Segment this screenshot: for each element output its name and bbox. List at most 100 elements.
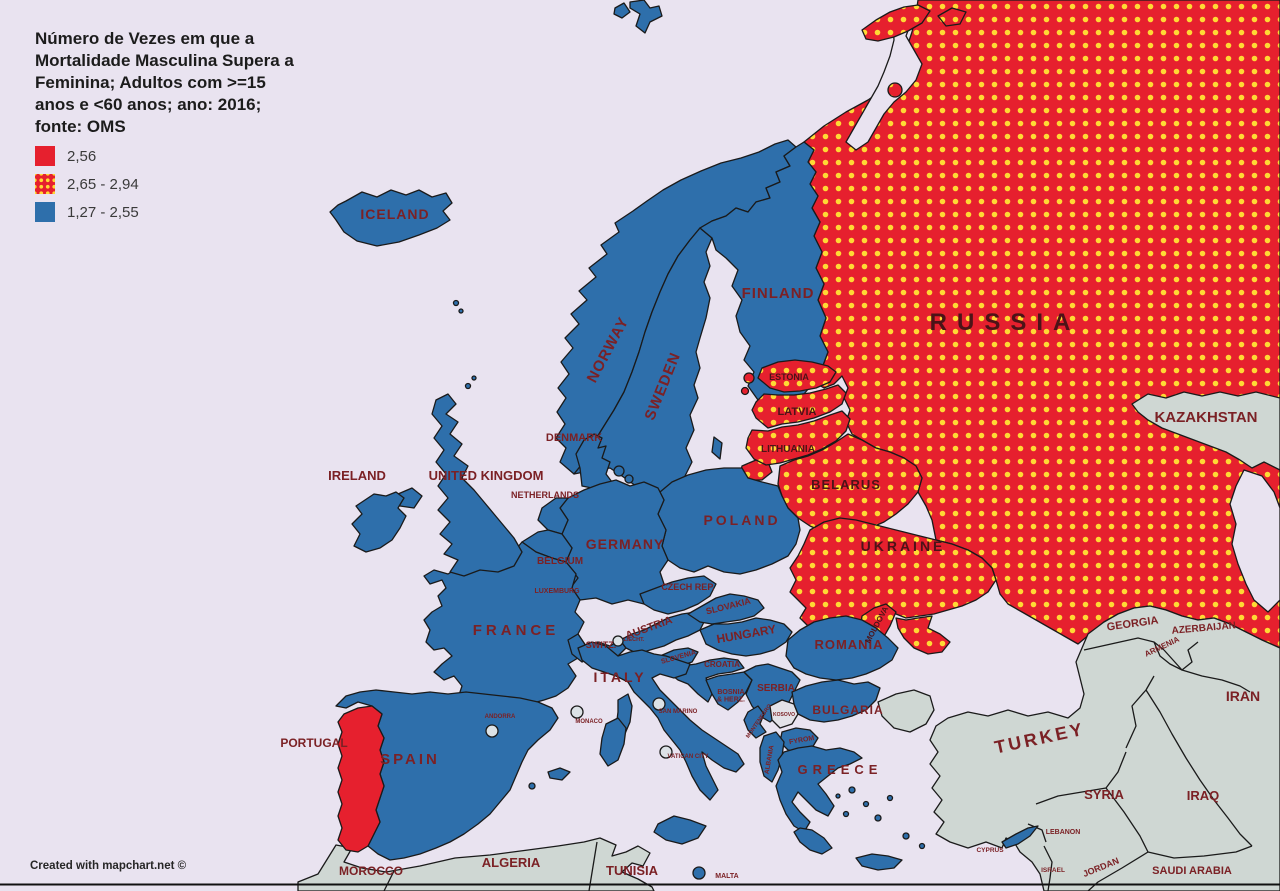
country-belarus[interactable] xyxy=(777,433,923,535)
country-greece[interactable] xyxy=(775,745,863,833)
border-georgia xyxy=(1083,637,1165,651)
label-bulgaria: BULGARIA xyxy=(812,703,883,717)
legend-swatch-solid-red xyxy=(35,146,55,166)
map-title: Número de Vezes em que a Mortalidade Mas… xyxy=(35,29,294,136)
country-kosovo[interactable] xyxy=(769,699,799,729)
svalbard-island-2[interactable] xyxy=(613,2,631,19)
border-morocco-algeria xyxy=(383,870,395,891)
country-vatican-city[interactable] xyxy=(659,745,673,759)
label-poland: POLAND xyxy=(703,512,780,528)
border-syria-iraq xyxy=(1105,787,1149,853)
peloponnese[interactable] xyxy=(793,827,833,855)
legend-swatch-solid-blue xyxy=(35,202,55,222)
country-latvia[interactable] xyxy=(751,384,847,429)
novaya-zemlya-island-2[interactable] xyxy=(937,7,967,27)
border-turkey-syria xyxy=(1035,751,1127,805)
estonia-island[interactable] xyxy=(743,372,755,384)
label-vatican-city: VATICAN CITY xyxy=(667,754,708,760)
sardinia-island[interactable] xyxy=(599,717,627,767)
border-algeria-tunisia xyxy=(588,841,598,891)
country-lithuania[interactable] xyxy=(745,410,851,466)
shetland-islands xyxy=(464,382,472,390)
label-lithuania: LITHUANIA xyxy=(761,444,815,455)
label-kazakhstan: KAZAKHSTAN xyxy=(1154,409,1257,426)
svalbard-island[interactable] xyxy=(629,0,663,34)
denmark-island[interactable] xyxy=(613,465,625,477)
legend-label: 1,27 - 2,55 xyxy=(67,203,139,221)
label-san-marino: SAN MARINO xyxy=(659,709,698,715)
border-jordan-saudi xyxy=(1087,851,1149,891)
estonia-island-2[interactable] xyxy=(740,386,750,396)
faroe-islands[interactable] xyxy=(452,299,460,307)
country-liechtenstein[interactable] xyxy=(612,635,624,647)
region-anatolia-mideast[interactable] xyxy=(929,605,1280,891)
label-iran: IRAN xyxy=(1226,688,1260,704)
balearic-islands[interactable] xyxy=(547,767,571,781)
country-estonia[interactable] xyxy=(757,359,837,393)
country-albania[interactable] xyxy=(759,731,785,783)
faroe-islands-2[interactable] xyxy=(458,308,464,314)
legend-swatch-dotted-red xyxy=(35,174,55,194)
legend-item: 1,27 - 2,55 xyxy=(35,202,139,222)
country-andorra[interactable] xyxy=(485,724,499,738)
balearic-island-2 xyxy=(528,782,536,790)
label-morocco: MOROCCO xyxy=(339,864,403,878)
crete-island[interactable] xyxy=(855,853,903,871)
novaya-zemlya-island[interactable] xyxy=(861,4,931,42)
kolguyev-island[interactable] xyxy=(887,82,903,98)
legend-label: 2,65 - 2,94 xyxy=(67,175,139,193)
gotland-island[interactable] xyxy=(711,436,723,460)
country-ireland[interactable] xyxy=(351,491,407,553)
label-united-kingdom: UNITED KINGDOM xyxy=(429,468,544,483)
country-iceland[interactable] xyxy=(329,189,453,247)
label-iceland: ICELAND xyxy=(360,206,429,222)
label-belgium: BELGIUM xyxy=(537,556,583,567)
credit-text: Created with mapchart.net © xyxy=(30,860,187,872)
aegean-island xyxy=(835,793,841,799)
country-cyprus[interactable] xyxy=(1001,825,1039,849)
country-slovakia[interactable] xyxy=(687,593,765,625)
label-bosnia-herz-: BOSNIA & HERZ. xyxy=(717,689,745,704)
legend-item: 2,56 xyxy=(35,146,139,166)
country-turkey-thrace[interactable] xyxy=(877,689,935,733)
sicily-island[interactable] xyxy=(653,815,707,845)
border-iran-iraq xyxy=(1145,689,1253,847)
label-fyrom: FYROM xyxy=(789,735,815,746)
label-serbia: SERBIA xyxy=(757,683,795,694)
aegean-island xyxy=(862,800,870,808)
country-romania[interactable] xyxy=(785,615,899,681)
country-monaco[interactable] xyxy=(570,705,584,719)
country-bulgaria[interactable] xyxy=(791,679,881,723)
label-syria: SYRIA xyxy=(1084,787,1124,802)
country-czech-republic[interactable] xyxy=(639,575,717,615)
crimea[interactable] xyxy=(895,615,951,655)
label-iraq: IRAQ xyxy=(1187,788,1220,803)
label-liecht-: LIECHT. xyxy=(624,637,645,643)
label-netherlands: NETHERLANDS xyxy=(511,490,579,500)
label-tunisia: TUNISIA xyxy=(606,863,659,878)
label-kosovo: KOSOVO xyxy=(773,712,795,718)
country-kazakhstan[interactable] xyxy=(1131,391,1280,471)
aegean-island xyxy=(902,832,910,840)
label-israel: ISRAEL xyxy=(1041,867,1065,874)
country-san-marino[interactable] xyxy=(652,697,666,711)
country-bosnia[interactable] xyxy=(705,671,753,711)
region-north-africa[interactable] xyxy=(297,837,655,891)
label-czech-rep-: CZECH REP. xyxy=(661,582,714,592)
aegean-island xyxy=(874,814,882,822)
label-switz-: SWITZ. xyxy=(586,640,617,650)
border-lebanon xyxy=(1027,823,1047,843)
country-malta[interactable] xyxy=(692,866,706,880)
country-united-kingdom[interactable] xyxy=(431,393,523,577)
country-italy[interactable] xyxy=(577,641,745,801)
label-italy: ITALY xyxy=(593,669,646,685)
label-luxemburg: LUXEMBURG xyxy=(534,588,580,595)
country-finland[interactable] xyxy=(699,141,829,405)
country-hungary[interactable] xyxy=(699,617,793,657)
label-latvia: LATVIA xyxy=(778,406,817,418)
denmark-island-2[interactable] xyxy=(624,474,634,484)
country-montenegro[interactable] xyxy=(743,705,767,739)
country-portugal[interactable] xyxy=(337,705,385,853)
label-france: FRANCE xyxy=(473,622,560,639)
country-netherlands[interactable] xyxy=(537,497,569,535)
